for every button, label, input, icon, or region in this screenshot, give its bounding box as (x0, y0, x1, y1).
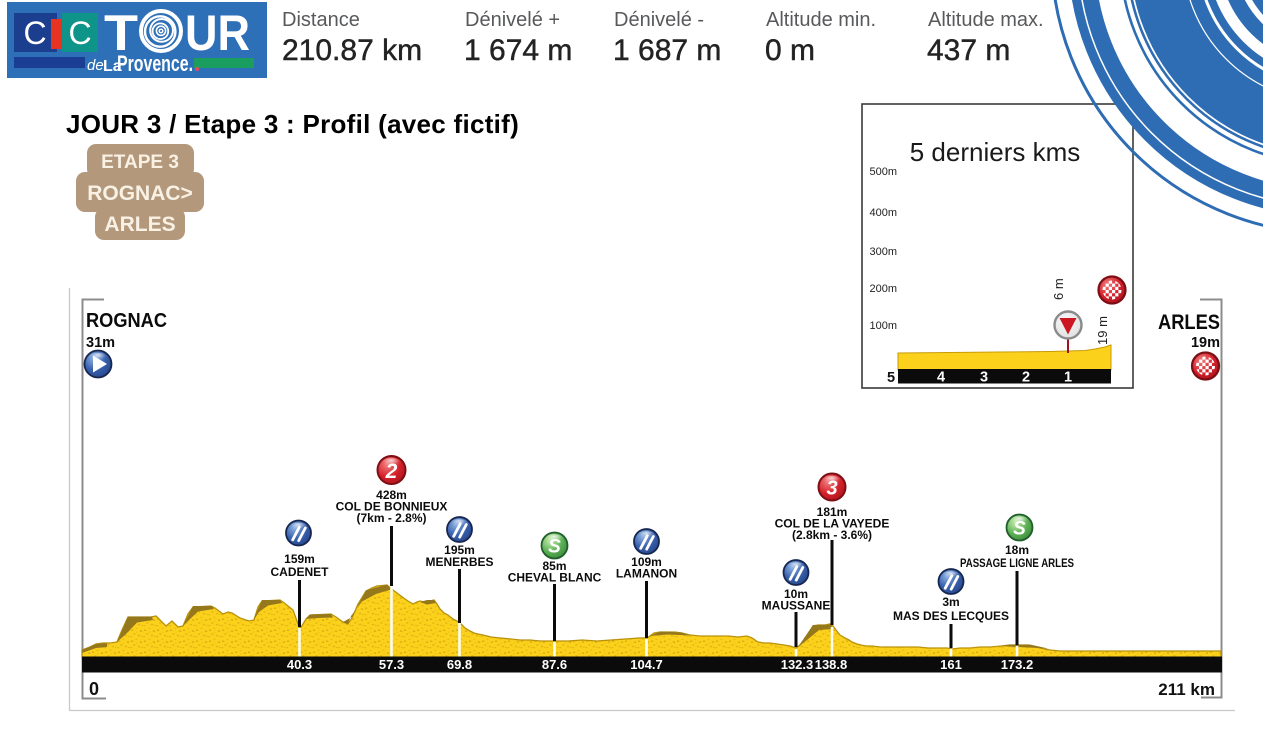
svg-text:de: de (87, 57, 104, 74)
svg-text:104.7: 104.7 (630, 657, 663, 672)
svg-text:85m: 85m (542, 559, 566, 573)
svg-text:C: C (23, 15, 46, 51)
svg-text:COL DE LA VAYEDE: COL DE LA VAYEDE (775, 517, 890, 531)
svg-text:Provence.: Provence. (117, 51, 193, 76)
svg-text:100m: 100m (869, 320, 897, 332)
svg-text:18m: 18m (1005, 543, 1029, 557)
svg-text:3: 3 (980, 370, 988, 386)
svg-text:132.3: 132.3 (781, 657, 814, 672)
svg-text:1 674 m: 1 674 m (464, 34, 572, 67)
svg-text:ETAPE 3: ETAPE 3 (101, 152, 179, 173)
svg-text:UR: UR (185, 5, 250, 61)
svg-text:PASSAGE LIGNE ARLES: PASSAGE LIGNE ARLES (960, 556, 1074, 570)
svg-text:LAMANON: LAMANON (616, 567, 677, 581)
svg-text:6 m: 6 m (1051, 278, 1066, 300)
svg-text:5 derniers kms: 5 derniers kms (910, 137, 1081, 167)
svg-text:19m: 19m (1191, 335, 1220, 351)
svg-text:CHEVAL BLANC: CHEVAL BLANC (508, 571, 602, 585)
svg-text:S: S (1013, 519, 1026, 540)
svg-text:La: La (103, 58, 122, 75)
svg-text:181m: 181m (817, 505, 848, 519)
svg-text:69.8: 69.8 (447, 657, 472, 672)
svg-text:211 km: 211 km (1158, 680, 1215, 699)
svg-text:87.6: 87.6 (542, 657, 567, 672)
svg-text:138.8: 138.8 (815, 657, 848, 672)
svg-text:195m: 195m (444, 543, 475, 557)
svg-text:2: 2 (1022, 370, 1030, 386)
svg-text:MAUSSANE: MAUSSANE (762, 599, 831, 613)
svg-text:Dénivelé +: Dénivelé + (465, 9, 560, 31)
svg-text:57.3: 57.3 (379, 657, 404, 672)
svg-text:ROGNAC>: ROGNAC> (87, 182, 193, 205)
svg-text:210.87 km: 210.87 km (282, 34, 422, 67)
svg-text:1: 1 (1064, 370, 1072, 386)
svg-text:400m: 400m (869, 207, 897, 219)
svg-text:300m: 300m (869, 246, 897, 258)
svg-text:Altitude max.: Altitude max. (928, 9, 1044, 31)
svg-text:3m: 3m (942, 595, 959, 609)
svg-text:161: 161 (940, 657, 962, 672)
svg-text:1 687 m: 1 687 m (613, 34, 721, 67)
svg-text:T: T (104, 5, 138, 61)
svg-text:500m: 500m (869, 166, 897, 178)
svg-text:ARLES: ARLES (104, 213, 175, 236)
svg-text:437 m: 437 m (927, 34, 1010, 67)
svg-text:0 m: 0 m (765, 34, 815, 67)
svg-text:200m: 200m (869, 283, 897, 295)
svg-text:Altitude min.: Altitude min. (766, 9, 876, 31)
svg-text:40.3: 40.3 (287, 657, 312, 672)
svg-text:31m: 31m (86, 335, 115, 351)
svg-text:4: 4 (937, 370, 945, 386)
svg-text:10m: 10m (784, 587, 808, 601)
svg-text:COL DE BONNIEUX: COL DE BONNIEUX (336, 500, 448, 514)
svg-text:109m: 109m (631, 555, 662, 569)
svg-text:MAS DES LECQUES: MAS DES LECQUES (893, 609, 1009, 623)
svg-text:C: C (68, 15, 91, 51)
svg-text:ROGNAC: ROGNAC (86, 310, 167, 332)
svg-text:3: 3 (826, 478, 837, 500)
svg-text:159m: 159m (284, 552, 315, 566)
svg-text:173.2: 173.2 (1001, 657, 1034, 672)
svg-text:(7km - 2.8%): (7km - 2.8%) (356, 511, 426, 525)
svg-text:JOUR 3 / Etape 3 : Profil (ave: JOUR 3 / Etape 3 : Profil (avec fictif) (66, 109, 519, 139)
svg-text:19 m: 19 m (1095, 316, 1110, 345)
svg-text:MENERBES: MENERBES (425, 555, 493, 569)
svg-text:428m: 428m (376, 488, 407, 502)
svg-text:0: 0 (89, 679, 99, 699)
svg-text:Dénivelé -: Dénivelé - (614, 9, 704, 31)
svg-text:CADENET: CADENET (270, 565, 329, 579)
svg-text:5: 5 (887, 370, 895, 386)
svg-text:2: 2 (385, 460, 398, 483)
svg-text:S: S (548, 537, 561, 558)
svg-text:ARLES: ARLES (1158, 311, 1220, 334)
svg-text:(2.8km - 3.6%): (2.8km - 3.6%) (792, 528, 872, 542)
svg-text:Distance: Distance (282, 9, 360, 31)
